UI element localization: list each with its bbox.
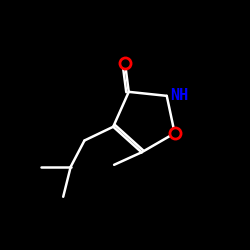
Text: NH: NH	[170, 88, 189, 103]
